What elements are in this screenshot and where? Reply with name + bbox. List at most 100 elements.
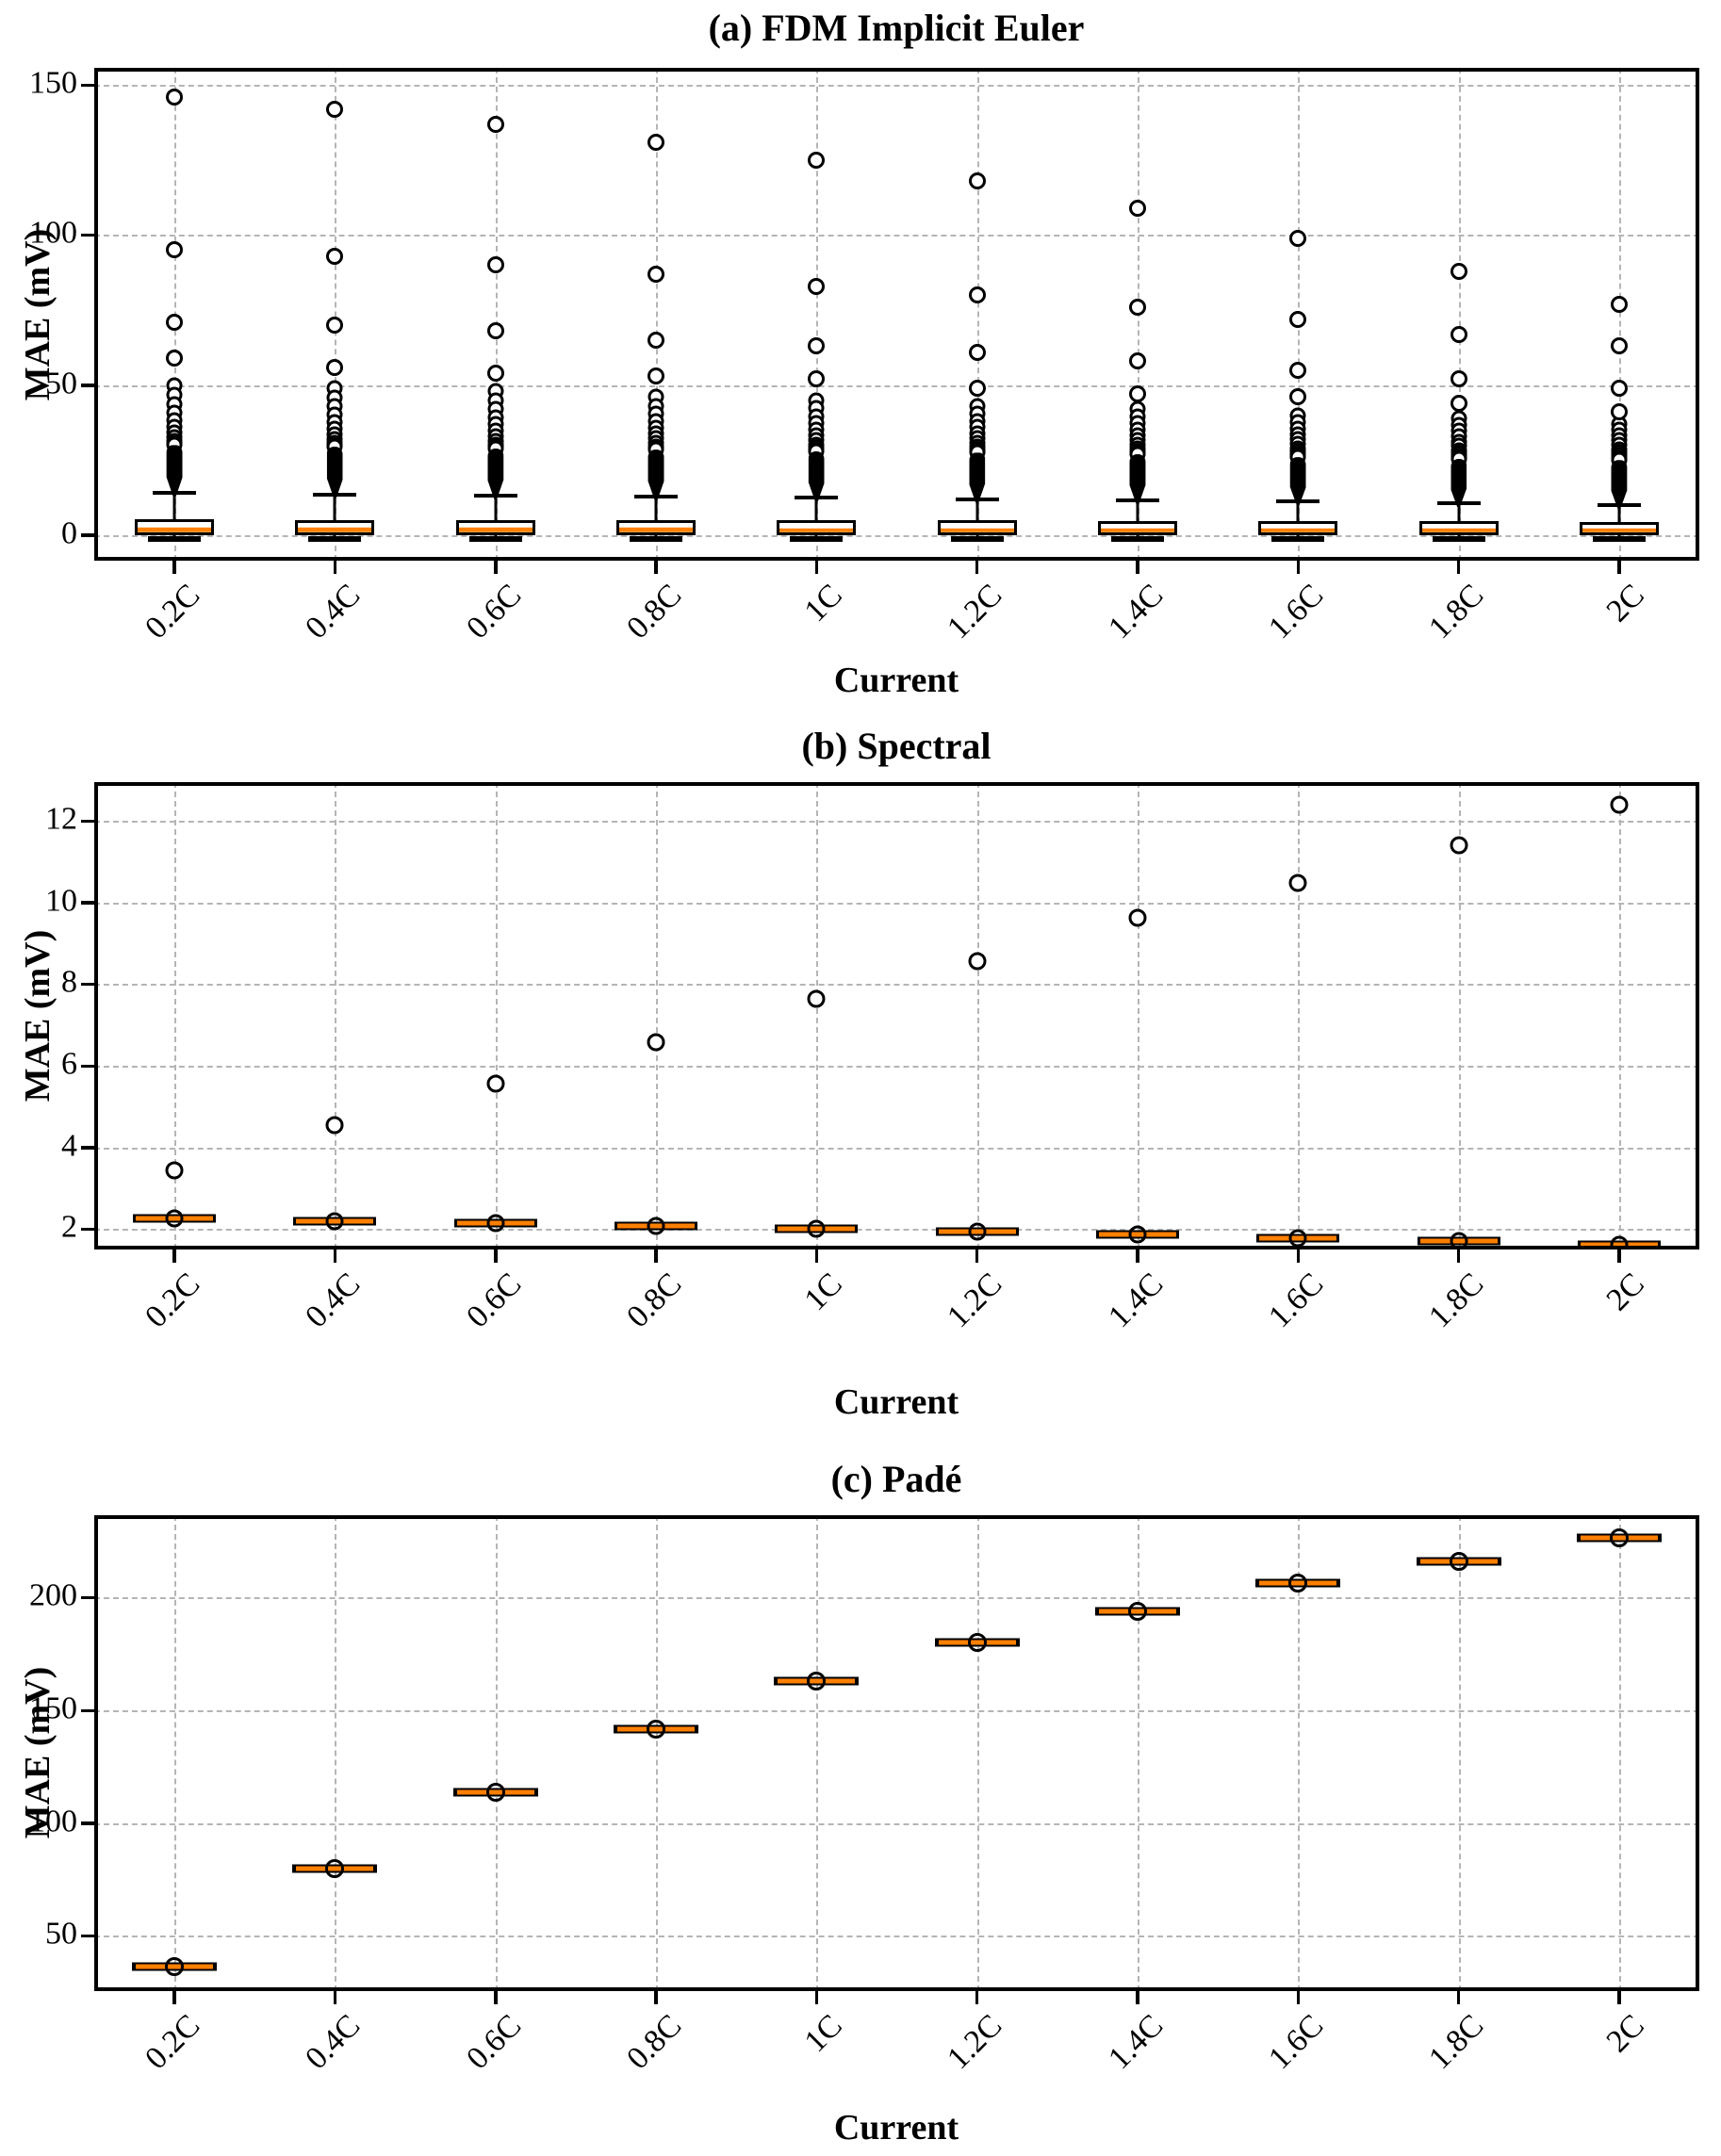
bottom-spine xyxy=(94,1246,1699,1250)
x-tick-mark xyxy=(1296,561,1300,574)
x-tick-label: 1.6C xyxy=(1262,578,1331,646)
x-tick-label: 2C xyxy=(1599,2008,1652,2060)
outlier-circle xyxy=(807,1671,827,1690)
subplot-a-title: (a) FDM Implicit Euler xyxy=(708,7,1085,49)
subplot-b-title: (b) Spectral xyxy=(801,725,992,767)
x-gridline xyxy=(656,782,659,1250)
median-line xyxy=(1582,528,1656,533)
outlier-circle xyxy=(647,1033,665,1052)
x-tick-mark xyxy=(333,561,337,574)
y-tick-mark xyxy=(81,1821,94,1825)
outlier-circle xyxy=(1288,1573,1308,1592)
x-tick-mark xyxy=(814,1991,819,2004)
x-gridline xyxy=(656,1515,659,1991)
outlier-circle xyxy=(325,1116,344,1135)
x-tick-mark xyxy=(1617,561,1621,574)
x-tick-label: 1.6C xyxy=(1262,2008,1331,2077)
outlier-circle xyxy=(968,343,986,361)
median-line xyxy=(779,528,854,532)
x-tick-label: 1.4C xyxy=(1101,1266,1171,1335)
y-tick-label: 150 xyxy=(29,65,77,101)
median-line xyxy=(1261,528,1336,533)
subplot-b-x-axis-label: Current xyxy=(833,1382,959,1422)
outlier-circle xyxy=(166,88,184,106)
upper-whisker-cap xyxy=(153,491,197,496)
upper-whisker-cap xyxy=(955,497,999,501)
bottom-spine xyxy=(94,557,1699,561)
x-gridline xyxy=(495,1515,498,1991)
x-gridline xyxy=(1618,782,1621,1250)
x-tick-mark xyxy=(172,561,176,574)
subplot-c-x-axis-label: Current xyxy=(833,2108,959,2148)
y-tick-mark xyxy=(81,83,94,88)
outlier-circle xyxy=(968,952,987,971)
y-tick-mark xyxy=(81,1227,94,1232)
top-spine xyxy=(94,782,1699,786)
y-tick-mark xyxy=(81,1708,94,1713)
upper-whisker-line xyxy=(494,495,498,520)
x-gridline xyxy=(1298,1515,1301,1991)
x-gridline xyxy=(976,782,979,1250)
outlier-circle xyxy=(486,1074,505,1093)
x-gridline xyxy=(976,68,979,561)
x-tick-label: 0.4C xyxy=(299,2008,368,2077)
dense-outlier-cluster xyxy=(647,449,664,501)
x-tick-label: 1.2C xyxy=(941,2008,1009,2077)
dense-outlier-cluster xyxy=(1129,453,1146,504)
outlier-circle xyxy=(166,350,184,367)
y-tick-label: 100 xyxy=(29,1804,77,1839)
lower-whisker-cap xyxy=(1110,535,1164,542)
outlier-circle xyxy=(1128,385,1146,403)
outlier-circle xyxy=(1289,310,1307,328)
y-gridline xyxy=(94,85,1699,88)
outlier-circle xyxy=(166,313,184,331)
x-tick-mark xyxy=(1456,561,1461,574)
median-line xyxy=(138,527,212,532)
outlier-circle xyxy=(1450,325,1467,343)
x-tick-label: 0.8C xyxy=(619,1266,689,1335)
x-tick-mark xyxy=(333,1991,337,2004)
y-gridline xyxy=(94,1710,1699,1713)
outlier-circle xyxy=(1610,379,1628,397)
outlier-circle xyxy=(1289,388,1307,406)
y-tick-label: 10 xyxy=(45,883,77,919)
outlier-circle xyxy=(1610,295,1628,313)
upper-whisker-cap xyxy=(1436,501,1481,506)
outlier-circle xyxy=(968,1222,987,1241)
outlier-circle xyxy=(1450,394,1467,412)
top-spine xyxy=(94,1515,1699,1519)
lower-whisker-cap xyxy=(1271,535,1325,542)
x-gridline xyxy=(1618,1515,1621,1991)
x-tick-label: 1.8C xyxy=(1422,578,1491,646)
upper-whisker-cap xyxy=(473,493,517,498)
left-spine xyxy=(94,68,98,561)
x-tick-mark xyxy=(1296,1250,1300,1263)
outlier-circle xyxy=(1288,1229,1307,1248)
outlier-circle xyxy=(647,331,665,349)
outlier-circle xyxy=(807,989,826,1008)
x-tick-mark xyxy=(975,1991,979,2004)
x-tick-label: 0.2C xyxy=(139,2008,207,2077)
dense-outlier-cluster xyxy=(1451,458,1467,508)
median-line xyxy=(940,528,1014,532)
x-tick-label: 1.2C xyxy=(941,1266,1009,1335)
x-gridline xyxy=(1458,782,1461,1250)
upper-whisker-cap xyxy=(1276,499,1320,504)
outlier-circle xyxy=(1127,1601,1147,1621)
median-line xyxy=(619,528,694,532)
y-tick-mark xyxy=(81,384,94,387)
dense-outlier-cluster xyxy=(326,446,343,498)
y-gridline xyxy=(94,384,1699,387)
x-tick-mark xyxy=(1456,1250,1461,1263)
outlier-circle xyxy=(326,358,344,376)
x-tick-mark xyxy=(333,1250,337,1263)
x-tick-mark xyxy=(654,561,658,574)
upper-whisker-cap xyxy=(1115,498,1159,502)
outlier-circle xyxy=(486,322,504,340)
upper-whisker-line xyxy=(1617,505,1621,522)
x-gridline xyxy=(816,782,819,1250)
x-tick-mark xyxy=(1136,561,1139,574)
outlier-circle xyxy=(1289,229,1307,247)
outlier-circle xyxy=(808,337,826,355)
